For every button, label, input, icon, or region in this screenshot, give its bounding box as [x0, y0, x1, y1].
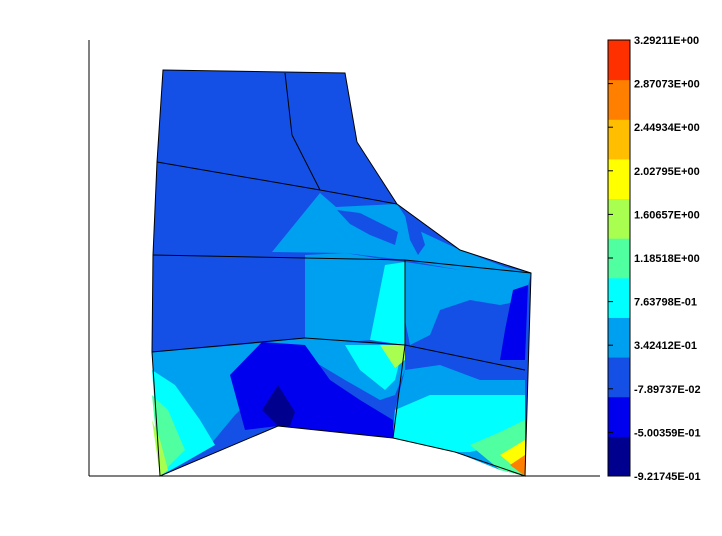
- colorbar-tick-label: 1.60657E+00: [634, 209, 700, 221]
- colorbar-swatch: [608, 277, 630, 318]
- contour-band: [510, 455, 525, 476]
- colorbar-tick-label: 2.44934E+00: [634, 122, 700, 134]
- contour-band: [370, 262, 405, 345]
- colorbar-tick-label: -7.89737E-02: [634, 384, 701, 396]
- colorbar-tick-label: 2.02795E+00: [634, 166, 700, 178]
- colorbar-swatch: [608, 238, 630, 279]
- colorbar-swatch: [608, 119, 630, 160]
- colorbar-tick-label: -9.21745E-01: [634, 471, 701, 483]
- colorbar-tick-label: 3.29211E+00: [634, 35, 699, 47]
- mesh-edge: [151, 337, 306, 353]
- contour-band: [405, 262, 531, 345]
- colorbar-swatch: [608, 357, 630, 398]
- contour-band: [380, 345, 405, 368]
- colorbar-swatch: [608, 436, 630, 477]
- contour-fills: [152, 70, 531, 476]
- colorbar-swatch: [608, 158, 630, 200]
- colorbar-swatch: [608, 317, 630, 358]
- contour-band: [500, 285, 528, 360]
- contour-band: [262, 385, 295, 426]
- colorbar-tick-label: -5.00359E-01: [634, 427, 701, 439]
- mesh-edge: [319, 189, 398, 205]
- contour-band: [345, 345, 400, 390]
- colorbar-swatch: [608, 40, 630, 81]
- mesh-edge: [152, 254, 406, 261]
- colorbar-tick-label: 7.63798E-01: [634, 297, 697, 309]
- contour-band: [152, 338, 405, 476]
- colorbar-tick-label: 1.18518E+00: [634, 253, 700, 265]
- colorbar-swatch: [608, 198, 630, 239]
- contour-band: [405, 215, 425, 255]
- mesh-outline: [151, 69, 532, 477]
- mesh-edge: [404, 259, 532, 274]
- contour-band: [337, 210, 398, 245]
- colorbar-tick-label: 2.87073E+00: [634, 79, 700, 91]
- mesh-edge: [284, 72, 293, 136]
- colorbar-tick-label: 3.42412E-01: [634, 340, 697, 352]
- mesh-edge: [156, 161, 321, 191]
- mesh-edge: [304, 337, 406, 346]
- contour-band: [152, 420, 168, 476]
- colorbar-swatch: [608, 79, 630, 120]
- colorbar: -9.21745E-01 -5.00359E-01 -7.89737E-02 3.42…: [607, 35, 701, 483]
- mesh-edge: [404, 344, 526, 371]
- colorbar-swatch: [608, 396, 630, 437]
- axes: [88, 40, 600, 477]
- mesh-edge: [291, 134, 321, 191]
- mesh-edge: [392, 344, 406, 439]
- mesh-lines: [151, 69, 532, 477]
